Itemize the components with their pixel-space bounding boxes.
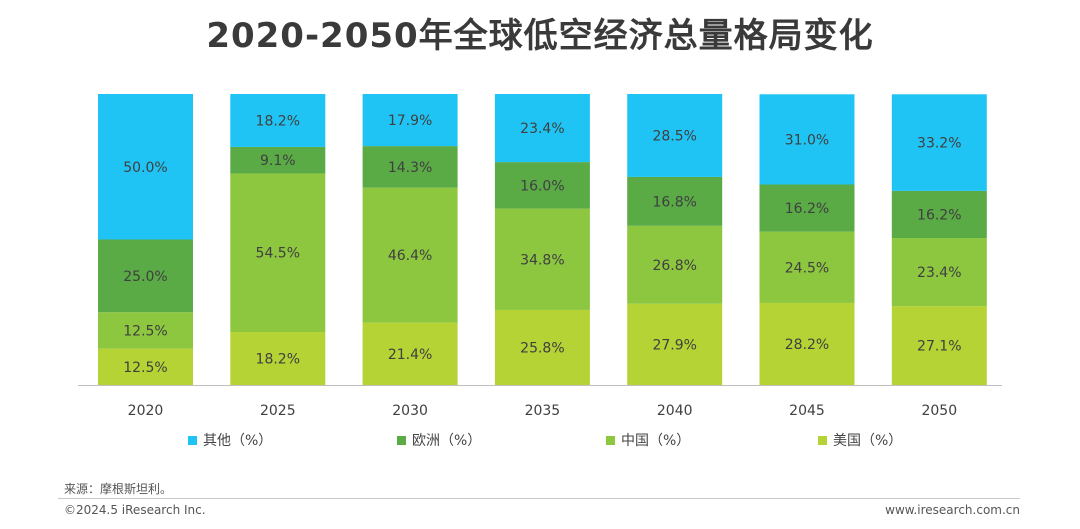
- data-label: 28.2%: [785, 337, 829, 353]
- bar-segment: [494, 162, 590, 209]
- legend-swatch: [188, 435, 197, 445]
- legend-item: 中国（%）: [606, 430, 690, 450]
- footer-divider: [58, 498, 1020, 499]
- bar-segment: [98, 94, 193, 240]
- data-label: 9.1%: [260, 153, 296, 169]
- legend-label: 欧洲（%）: [412, 433, 482, 449]
- bar-segment: [362, 187, 458, 323]
- bar-segment: [891, 306, 987, 385]
- data-label: 28.5%: [652, 128, 696, 144]
- data-label: 16.2%: [785, 201, 829, 217]
- bar-segment: [230, 94, 326, 147]
- stacked-bar-chart: 12.5% 12.5% 25.0% 50.0% 2020 18.2% 54.5% 9.1% 18…: [78, 94, 1002, 419]
- bar-segment: [759, 231, 855, 303]
- data-label: 27.1%: [917, 339, 961, 355]
- chart-legend: 其他（%） 欧洲（%） 中国（%） 美国（%）: [0, 430, 1080, 450]
- bar-segment: [759, 94, 855, 185]
- bar-segment: [494, 94, 590, 163]
- x-tick-label: 2035: [525, 403, 561, 419]
- legend-label: 中国（%）: [621, 433, 691, 449]
- data-label: 23.4%: [520, 121, 564, 137]
- bar-segment: [362, 322, 458, 385]
- x-tick-label: 2020: [128, 403, 164, 419]
- legend-swatch: [818, 435, 827, 445]
- data-label: 18.2%: [256, 352, 300, 368]
- bar-segment: [230, 332, 326, 385]
- data-label: 25.0%: [123, 269, 167, 285]
- data-label: 21.4%: [388, 347, 432, 363]
- bar-segment: [759, 302, 855, 385]
- data-label: 16.0%: [520, 178, 564, 194]
- bar-segment: [627, 303, 723, 385]
- data-label: 23.4%: [917, 265, 961, 281]
- legend-item: 欧洲（%）: [397, 430, 481, 450]
- bar-segment: [891, 238, 987, 307]
- data-label: 33.2%: [917, 136, 961, 152]
- legend-item: 其他（%）: [188, 430, 272, 450]
- website-text: www.iresearch.com.cn: [885, 503, 1020, 517]
- legend-label: 其他（%）: [203, 433, 273, 449]
- bar-segment: [627, 225, 723, 304]
- bar-segment: [362, 94, 458, 147]
- x-tick-label: 2040: [657, 403, 693, 419]
- copyright-text: ©2024.5 iResearch Inc.: [64, 503, 206, 517]
- data-label: 12.5%: [123, 323, 167, 339]
- data-label: 26.8%: [652, 258, 696, 274]
- data-label: 50.0%: [123, 160, 167, 176]
- bar-segment: [98, 239, 193, 313]
- legend-swatch: [606, 435, 615, 445]
- data-label: 27.9%: [652, 337, 696, 353]
- x-tick-label: 2045: [789, 403, 825, 419]
- chart-title: 2020-2050年全球低空经济总量格局变化: [206, 16, 874, 56]
- bar-segment: [362, 146, 458, 188]
- data-label: 12.5%: [123, 360, 167, 376]
- x-tick-label: 2030: [392, 403, 428, 419]
- data-label: 24.5%: [785, 260, 829, 276]
- legend-swatch: [397, 435, 406, 445]
- bar-segment: [627, 176, 723, 226]
- bar-segment: [891, 94, 987, 191]
- data-label: 16.2%: [917, 207, 961, 223]
- data-label: 46.4%: [388, 248, 432, 264]
- x-tick-label: 2025: [260, 403, 296, 419]
- legend-label: 美国（%）: [833, 433, 903, 449]
- bar-segment: [494, 208, 590, 310]
- bar-segment: [230, 173, 326, 333]
- legend-item: 美国（%）: [818, 430, 902, 450]
- data-label: 25.8%: [520, 340, 564, 356]
- bar-segment: [627, 94, 723, 177]
- bar-segment: [759, 184, 855, 232]
- data-label: 34.8%: [520, 252, 564, 268]
- x-tick-label: 2050: [921, 403, 957, 419]
- data-label: 14.3%: [388, 160, 432, 176]
- data-label: 16.8%: [652, 194, 696, 210]
- bar-segment: [891, 190, 987, 239]
- bar-segment: [98, 312, 193, 349]
- data-label: 17.9%: [388, 113, 432, 129]
- data-label: 54.5%: [256, 246, 300, 262]
- source-note: 来源：摩根斯坦利。: [64, 482, 173, 496]
- bar-segment: [230, 146, 326, 174]
- bar-segment: [494, 309, 590, 385]
- bar-segment: [98, 348, 193, 385]
- data-label: 18.2%: [256, 113, 300, 129]
- data-label: 31.0%: [785, 132, 829, 148]
